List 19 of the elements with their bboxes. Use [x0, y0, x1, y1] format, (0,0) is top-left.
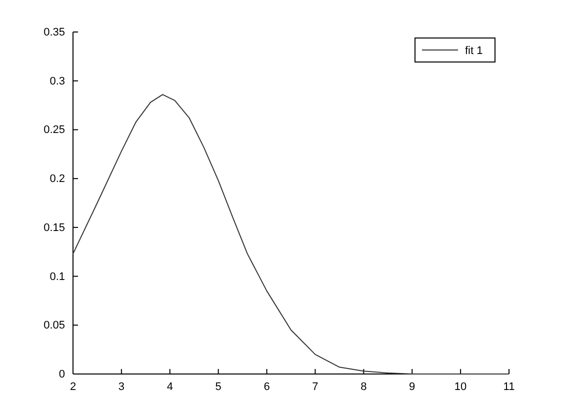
x-tick-label: 8 [360, 380, 367, 393]
y-tick-label: 0.35 [44, 26, 65, 39]
y-tick-label: 0.05 [44, 320, 65, 332]
y-tick-label: 0.15 [44, 222, 65, 234]
x-tick-label: 6 [264, 380, 270, 393]
y-tick-label: 0.3 [50, 75, 65, 88]
x-tick-label: 7 [312, 380, 318, 393]
y-tick-label: 0.1 [50, 270, 65, 283]
y-tick-label: 0 [58, 368, 65, 381]
x-tick-label: 2 [70, 380, 76, 393]
x-tick-label: 4 [166, 380, 173, 393]
x-tick-label: 3 [118, 380, 125, 393]
y-tick-label: 0.2 [50, 173, 65, 186]
x-tick-label: 5 [215, 380, 222, 393]
legend-label: fit 1 [465, 45, 483, 57]
y-tick-label: 0.25 [44, 124, 65, 136]
x-tick-label: 10 [454, 380, 467, 393]
x-tick-label: 9 [409, 380, 416, 393]
x-tick-label: 11 [503, 380, 515, 393]
